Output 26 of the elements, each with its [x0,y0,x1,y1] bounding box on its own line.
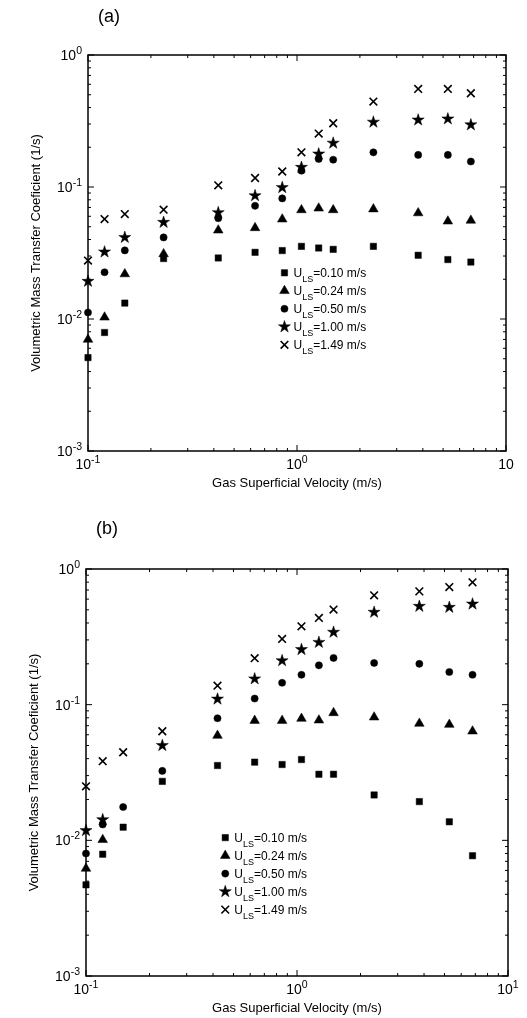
y-tick-label: 10$^{-1}$ [57,176,83,195]
x-tick-label: 10$^{0}$ [286,978,308,997]
legend-label: U$_{LS}$=1.00 m/s [234,884,307,903]
y-tick-label: 10$^{-2}$ [57,308,83,327]
x-axis-title: Gas Superficial Velocity (m/s) [212,475,382,490]
y-tick-label: 10$^{-1}$ [55,693,81,713]
legend-label: U$_{LS}$=0.24 m/s [234,848,307,867]
legend-label: U$_{LS}$=0.10 m/s [293,265,367,284]
chart-title: (a) [98,6,120,26]
legend-label: U$_{LS}$=1.49 m/s [234,902,307,921]
legend-label: U$_{LS}$=0.50 m/s [234,866,307,885]
legend-label: U$_{LS}$=0.10 m/s [234,830,307,849]
y-axis-title: Volumetric Mass Transfer Coeficient (1/s) [28,134,43,372]
x-tick-label: 10$^{1}$ [497,978,519,997]
y-tick-label: 10$^{-2}$ [55,829,81,849]
legend-label: U$_{LS}$=1.00 m/s [293,319,367,338]
y-tick-label: 10$^{0}$ [58,558,81,577]
x-tick-label: 10$^{0}$ [286,453,308,472]
x-tick-label: 10 [498,456,514,472]
legend-label: U$_{LS}$=1.49 m/s [293,337,367,356]
legend-label: U$_{LS}$=0.50 m/s [293,301,367,320]
y-axis-title: Volumetric Mass Transfer Coeficient (1/s) [26,653,41,892]
legend-label: U$_{LS}$=0.24 m/s [293,283,367,302]
x-axis-title: Gas Superficial Velocity (m/s) [212,1000,382,1015]
chart-title: (b) [96,518,118,538]
y-tick-label: 10$^{0}$ [60,44,83,63]
